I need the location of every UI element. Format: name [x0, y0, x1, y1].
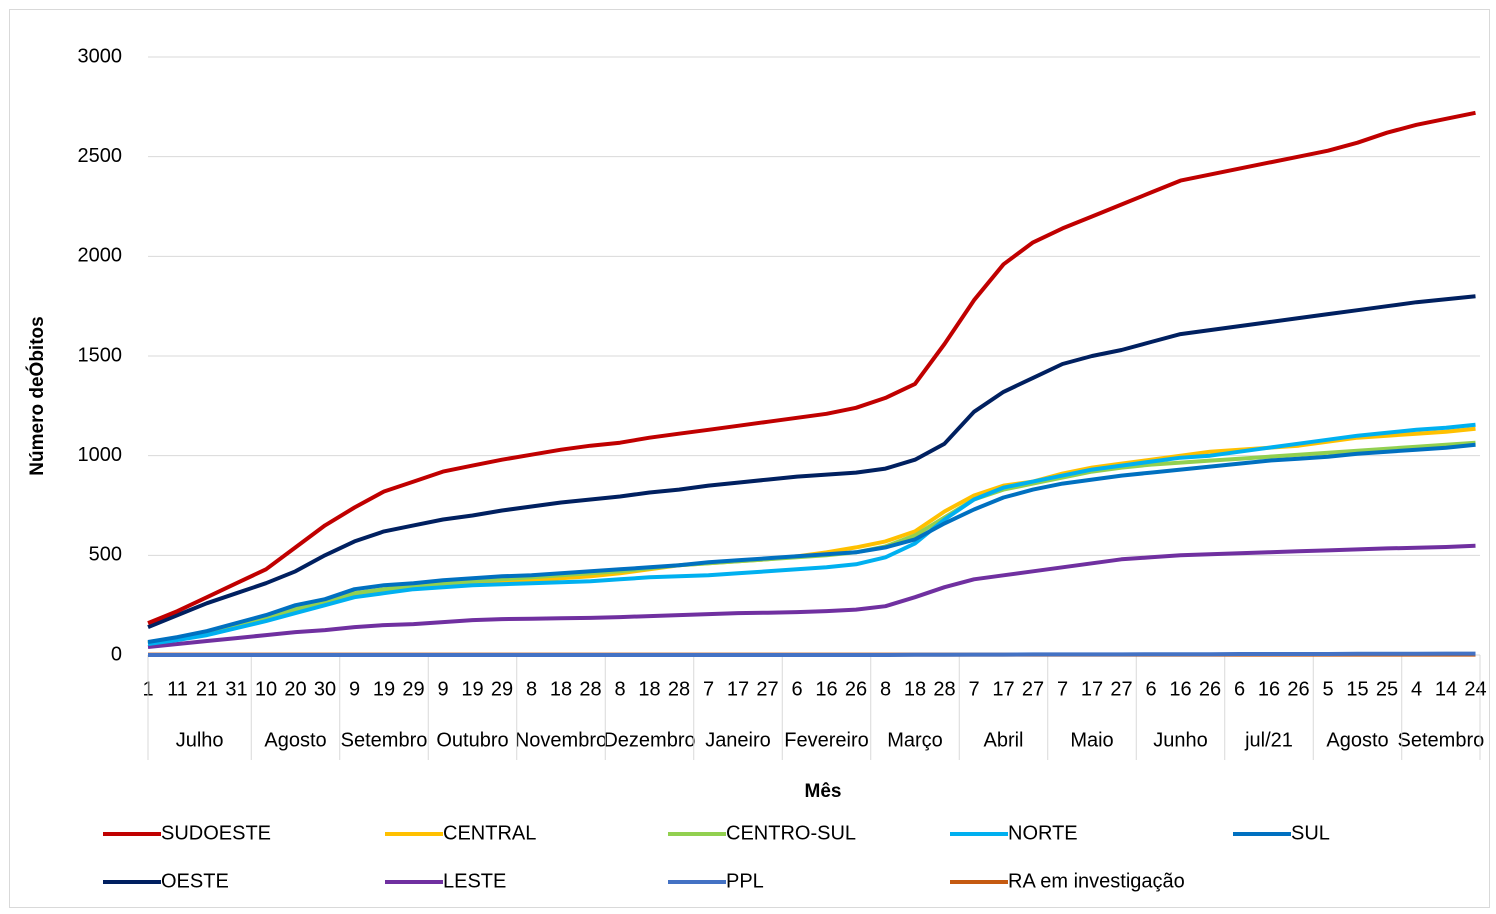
x-tick-label: 21	[196, 678, 218, 700]
x-tick-label: 8	[614, 678, 625, 700]
x-tick-label: 7	[968, 678, 979, 700]
y-tick-label: 1500	[78, 344, 123, 366]
x-tick-label: 26	[1287, 678, 1309, 700]
y-axis-label: Número deÓbitos	[26, 316, 48, 475]
series-line	[147, 110, 1476, 625]
x-tick-label: 27	[756, 678, 778, 700]
month-label: Junho	[1153, 729, 1208, 751]
y-tick-label: 2500	[78, 145, 123, 167]
x-tick-label: 27	[1110, 678, 1132, 700]
month-label: Fevereiro	[784, 729, 868, 751]
month-label: Julho	[176, 729, 224, 751]
x-tick-label: 18	[638, 678, 660, 700]
x-axis-label: Mês	[805, 781, 842, 802]
x-tick-label: 24	[1464, 678, 1486, 700]
x-tick-label: 28	[933, 678, 955, 700]
x-tick-label: 28	[579, 678, 601, 700]
legend-label: SUL	[1291, 822, 1330, 844]
legend-label: CENTRAL	[443, 822, 536, 844]
legend-label: OESTE	[161, 870, 229, 892]
month-label: Agosto	[1326, 729, 1388, 751]
month-label: Janeiro	[705, 729, 771, 751]
x-tick-label: 9	[349, 678, 360, 700]
x-tick-label: 30	[314, 678, 336, 700]
month-label: Agosto	[264, 729, 326, 751]
month-label: Maio	[1070, 729, 1113, 751]
month-label: Novembro	[515, 729, 607, 751]
month-label: Abril	[983, 729, 1023, 751]
y-tick-label: 0	[111, 643, 122, 665]
x-tick-label: 29	[402, 678, 424, 700]
series-line	[147, 422, 1476, 646]
month-label: Dezembro	[603, 729, 695, 751]
x-tick-label: 16	[1258, 678, 1280, 700]
x-tick-label: 4	[1411, 678, 1422, 700]
series-line	[147, 543, 1476, 649]
x-tick-label: 17	[1081, 678, 1103, 700]
x-tick-label: 16	[815, 678, 837, 700]
series-line	[147, 442, 1476, 644]
x-tick-label: 19	[373, 678, 395, 700]
y-tick-label: 500	[89, 544, 122, 566]
series-line	[148, 651, 1476, 657]
x-tick-label: 9	[437, 678, 448, 700]
month-label: jul/21	[1244, 729, 1293, 751]
y-tick-label: 3000	[78, 45, 123, 67]
x-tick-label: 6	[1145, 678, 1156, 700]
series-line	[147, 294, 1476, 629]
x-tick-label: 14	[1435, 678, 1457, 700]
x-tick-label: 17	[727, 678, 749, 700]
x-tick-label: 18	[550, 678, 572, 700]
month-label: Março	[887, 729, 943, 751]
x-tick-label: 20	[284, 678, 306, 700]
y-tick-label: 2000	[78, 245, 123, 267]
x-tick-label: 26	[1199, 678, 1221, 700]
x-tick-label: 11	[167, 678, 188, 700]
x-tick-label: 17	[992, 678, 1014, 700]
x-tick-label: 27	[1022, 678, 1044, 700]
x-tick-label: 7	[1057, 678, 1068, 700]
legend-label: LESTE	[443, 870, 506, 892]
x-tick-label: 5	[1322, 678, 1333, 700]
x-tick-label: 7	[703, 678, 714, 700]
legend-label: PPL	[726, 870, 764, 892]
x-tick-label: 28	[668, 678, 690, 700]
x-tick-label: 15	[1346, 678, 1368, 700]
month-label: Setembro	[341, 729, 428, 751]
legend-label: RA em investigação	[1008, 870, 1185, 892]
month-label: Setembro	[1398, 729, 1485, 751]
x-tick-label: 25	[1376, 678, 1398, 700]
x-tick-label: 6	[1234, 678, 1245, 700]
x-tick-label: 16	[1169, 678, 1191, 700]
legend-label: NORTE	[1008, 822, 1078, 844]
x-tick-label: 10	[255, 678, 277, 700]
x-tick-label: 26	[845, 678, 867, 700]
x-tick-label: 19	[461, 678, 483, 700]
month-label: Outubro	[436, 729, 508, 751]
x-tick-label: 31	[225, 678, 247, 700]
x-tick-label: 8	[880, 678, 891, 700]
legend-label: SUDOESTE	[161, 822, 271, 844]
x-tick-label: 29	[491, 678, 513, 700]
legend-label: CENTRO-SUL	[726, 822, 856, 844]
x-tick-label: 18	[904, 678, 926, 700]
x-tick-label: 8	[526, 678, 537, 700]
y-tick-label: 1000	[78, 444, 123, 466]
x-tick-label: 6	[791, 678, 802, 700]
